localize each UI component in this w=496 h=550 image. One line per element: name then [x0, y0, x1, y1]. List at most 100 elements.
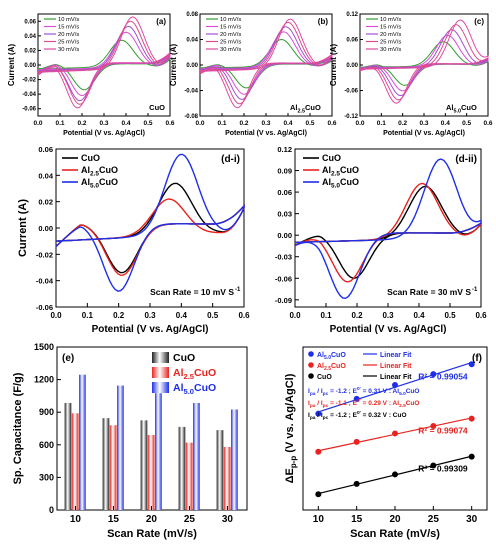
- y-tick-label: 0.04: [38, 171, 53, 180]
- panel-d-i-cv-comparison-10: 0.0 0.1 0.2 0.3 0.4 0.5 0.6 -0.06 -0.04 -0.02 0.00…: [17, 145, 250, 335]
- y-tick-label: 0.00: [38, 224, 53, 233]
- panel-label: (f): [472, 353, 482, 364]
- y-tick-label: 0.00: [277, 231, 292, 240]
- y-axis-label: Current (A): [7, 44, 16, 87]
- x-tick-label: 0.2: [398, 120, 407, 127]
- y-tick-label: -0.04: [36, 277, 54, 286]
- bar-Al50CuO-30: [231, 409, 238, 510]
- equation-part: pa: [310, 404, 316, 409]
- legend-label: 10 mV/s: [220, 17, 241, 23]
- y-tick-label: 0.12: [277, 145, 292, 154]
- y-axis-label: Current (A): [169, 44, 178, 87]
- scan-rate-annotation: Scan Rate = 30 mV S: [387, 287, 471, 297]
- y-axis-label-tail: (V vs. Ag/AgCl): [284, 373, 296, 455]
- data-point-CuO-30: [468, 453, 475, 460]
- y-axis-label: ΔEp-p (V vs. Ag/AgCl): [284, 373, 298, 483]
- cv-curve-30mVs: [359, 19, 489, 104]
- x-tick-label: 0.4: [283, 120, 292, 127]
- bar-Al25CuO-20: [147, 435, 155, 510]
- panel-label: (e): [62, 353, 74, 364]
- cv-curve-15mVs: [37, 31, 171, 97]
- equation-part: / I: [315, 400, 322, 407]
- data-point-CuO-10: [315, 491, 322, 498]
- x-tick-label: 30: [466, 514, 478, 525]
- x-tick-label: 10: [70, 514, 82, 525]
- y-tick-label: -0.04: [22, 92, 36, 98]
- legend-swatch: [152, 352, 169, 363]
- x-tick-label: 0.6: [327, 120, 336, 127]
- x-axis-label: Potential (V vs. Ag/AgCl): [383, 130, 465, 137]
- legend-label-part: CuO: [99, 165, 118, 175]
- equation-part: = -1.2 ; E: [328, 412, 357, 419]
- x-tick-label: 0.2: [351, 311, 363, 320]
- equation-line: Ipa / Ipc = -1.1 ; E0' = 0.29 V : Al2.5C…: [308, 398, 419, 409]
- data-point-Al50CuO-20: [392, 382, 398, 389]
- bar-Al50CuO-25: [193, 402, 200, 510]
- x-tick-label: 0.2: [113, 311, 125, 320]
- scan-rate-sup: -1: [235, 287, 241, 293]
- legend-label-part: 5.0: [90, 183, 99, 190]
- panel-e-capacitance-bars: 0 300 600 900 1200 1500 10 15 20 25 30 Scan Rate (m…: [12, 342, 248, 540]
- x-tick-label: 0.5: [143, 120, 152, 127]
- material-label-part: CuO: [461, 103, 477, 112]
- y-tick-label: 0.06: [38, 145, 53, 154]
- legend-label-part: 5.0: [184, 387, 195, 396]
- bar-CuO-10: [64, 402, 72, 510]
- data-point-Al50CuO-10: [315, 410, 322, 417]
- legend-fit-label: Linear Fit: [380, 363, 412, 370]
- y-tick-label: -0.04: [184, 89, 198, 95]
- bar-Al25CuO-15: [109, 425, 117, 510]
- legend-label: 20 mV/s: [220, 32, 241, 38]
- legend-label: 15 mV/s: [58, 25, 79, 31]
- x-tick-label: 15: [108, 514, 120, 525]
- equation-part: I: [308, 400, 310, 407]
- legend-marker-label-part: CuO: [331, 352, 346, 359]
- bar-Al25CuO-25: [185, 442, 193, 510]
- equation-part: CuO: [406, 388, 420, 395]
- legend-label-part: 2.5: [331, 171, 340, 178]
- legend-label: Al5.0CuO: [322, 177, 359, 190]
- legend-label-part: CuO: [322, 153, 341, 163]
- y-tick-label: -0.09: [275, 296, 292, 305]
- equation-part: 0': [357, 398, 361, 404]
- data-point-Al50CuO-30: [468, 361, 475, 368]
- y-axis-label-sub: p-p: [289, 456, 298, 469]
- equation-part: = -1.1 ; E: [328, 400, 357, 407]
- x-tick-label: 0.4: [413, 311, 425, 320]
- material-label: Al2.5CuO: [290, 103, 321, 114]
- x-tick-label: 15: [351, 514, 363, 525]
- equation-part: 0': [357, 410, 361, 416]
- y-tick-label: -0.02: [22, 78, 36, 84]
- equation-part: pc: [323, 404, 329, 409]
- cv-curve-Al25CuO: [55, 198, 245, 276]
- y-tick-label: 0.03: [277, 210, 292, 219]
- cv-curve-Al50CuO: [55, 153, 245, 292]
- equation-part: pc: [323, 416, 329, 421]
- x-tick-label: 0.2: [77, 120, 86, 127]
- r-squared-label: R² = 0.99309: [418, 464, 468, 474]
- y-tick-label: 0.04: [186, 38, 198, 44]
- x-axis-label: Scan Rate (mV/s): [107, 528, 197, 540]
- x-axis-label: Potential (V vs. Ag/AgCl): [330, 324, 447, 335]
- x-tick-label: 0.1: [55, 120, 64, 127]
- bar-Al50CuO-10: [79, 374, 86, 510]
- legend-fit-label: Linear Fit: [380, 352, 412, 359]
- panel-label: (d-i): [221, 154, 240, 165]
- equation-part: 0': [357, 386, 361, 392]
- y-tick-label: 0.02: [24, 48, 36, 54]
- x-tick-label: 0.1: [320, 311, 332, 320]
- equation-part: CuO: [406, 400, 420, 407]
- panel-label: (a): [156, 17, 166, 26]
- legend-fit-label: Linear Fit: [380, 374, 412, 381]
- y-axis-label: Current (A): [329, 44, 338, 87]
- legend-label-part: CuO: [81, 153, 100, 163]
- bar-Al25CuO-10: [71, 413, 79, 510]
- legend-label-part: Al: [173, 382, 184, 394]
- x-tick-label: 0.5: [207, 311, 219, 320]
- legend-label-part: CuO: [99, 177, 118, 187]
- x-axis-label: Potential (V vs. Ag/AgCl): [63, 130, 145, 137]
- bar-Al25CuO-30: [223, 446, 231, 510]
- y-tick-label: 0: [49, 505, 54, 515]
- panel-b-cv-al25cuo: 0.0 0.1 0.2 0.3 0.4 0.5 0.6 -0.08 -0.04 0.00 0.04 0…: [169, 12, 337, 137]
